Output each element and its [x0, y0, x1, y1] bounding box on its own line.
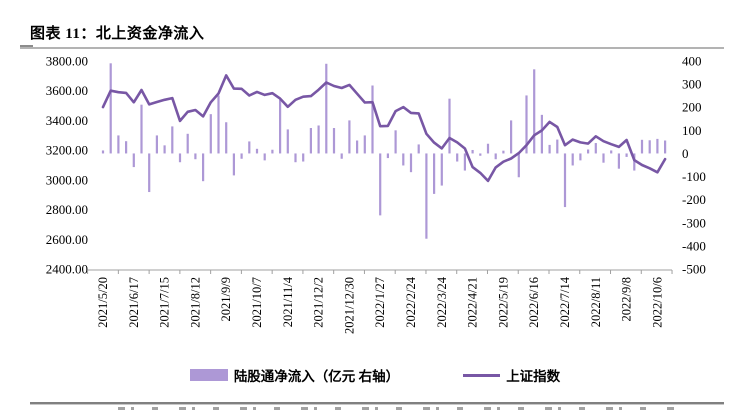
svg-text:2022/10/6: 2022/10/6 [650, 277, 664, 328]
svg-text:2800.00: 2800.00 [46, 202, 88, 217]
svg-text:3200.00: 3200.00 [46, 143, 88, 158]
svg-text:2022/6/16: 2022/6/16 [527, 277, 541, 328]
svg-text:300: 300 [682, 77, 702, 92]
svg-text:2021/5/20: 2021/5/20 [96, 277, 110, 328]
svg-text:2021/6/17: 2021/6/17 [127, 277, 141, 328]
svg-text:0: 0 [682, 146, 689, 161]
svg-text:3800.00: 3800.00 [46, 54, 88, 69]
svg-text:-400: -400 [682, 238, 706, 253]
figure-title: 图表 11：北上资金净流入 [30, 26, 205, 42]
svg-text:2022/2/24: 2022/2/24 [404, 276, 418, 327]
legend-item-line: 上证指数 [463, 365, 560, 385]
svg-text:2022/7/14: 2022/7/14 [558, 276, 572, 327]
svg-text:400: 400 [682, 54, 702, 69]
svg-text:2022/4/21: 2022/4/21 [466, 277, 480, 328]
svg-text:2021/12/2: 2021/12/2 [312, 277, 326, 328]
title-rule-accent [20, 45, 33, 48]
svg-text:2022/3/24: 2022/3/24 [435, 276, 449, 327]
svg-text:2021/8/12: 2021/8/12 [188, 277, 202, 328]
svg-text:2021/12/30: 2021/12/30 [342, 277, 356, 334]
clipped-source-text-fragments [118, 407, 678, 410]
legend-line-label: 上证指数 [506, 369, 561, 384]
svg-text:2400.00: 2400.00 [46, 262, 88, 277]
legend-bar-swatch [189, 369, 228, 381]
svg-text:200: 200 [682, 100, 702, 115]
svg-text:2022/8/11: 2022/8/11 [589, 277, 603, 327]
svg-text:3000.00: 3000.00 [46, 172, 88, 187]
svg-text:2600.00: 2600.00 [46, 232, 88, 247]
svg-text:-100: -100 [682, 169, 706, 184]
svg-text:-500: -500 [682, 262, 706, 277]
svg-text:2021/11/4: 2021/11/4 [281, 276, 295, 327]
svg-text:2022/9/8: 2022/9/8 [620, 277, 634, 321]
svg-text:100: 100 [682, 123, 702, 138]
chart-legend: 陆股通净流入（亿元 右轴） 上证指数 [0, 365, 750, 385]
svg-text:2021/9/9: 2021/9/9 [219, 277, 233, 321]
svg-text:3600.00: 3600.00 [46, 83, 88, 98]
legend-line-swatch [463, 373, 501, 377]
chart-svg: 3800.00 3600.00 3400.00 3200.00 3000.00 2800.… [46, 54, 706, 334]
svg-text:2022/5/19: 2022/5/19 [496, 277, 510, 328]
title-rule [20, 47, 724, 49]
svg-text:2021/10/7: 2021/10/7 [250, 277, 264, 328]
legend-bar-label: 陆股通净流入（亿元 右轴） [233, 369, 400, 384]
svg-text:3400.00: 3400.00 [46, 113, 88, 128]
svg-text:-300: -300 [682, 215, 706, 230]
svg-text:-200: -200 [682, 192, 706, 207]
bottom-rule [30, 402, 724, 405]
legend-item-bar: 陆股通净流入（亿元 右轴） [189, 365, 400, 385]
svg-text:2021/7/15: 2021/7/15 [158, 277, 172, 328]
svg-text:2022/1/27: 2022/1/27 [373, 277, 387, 328]
